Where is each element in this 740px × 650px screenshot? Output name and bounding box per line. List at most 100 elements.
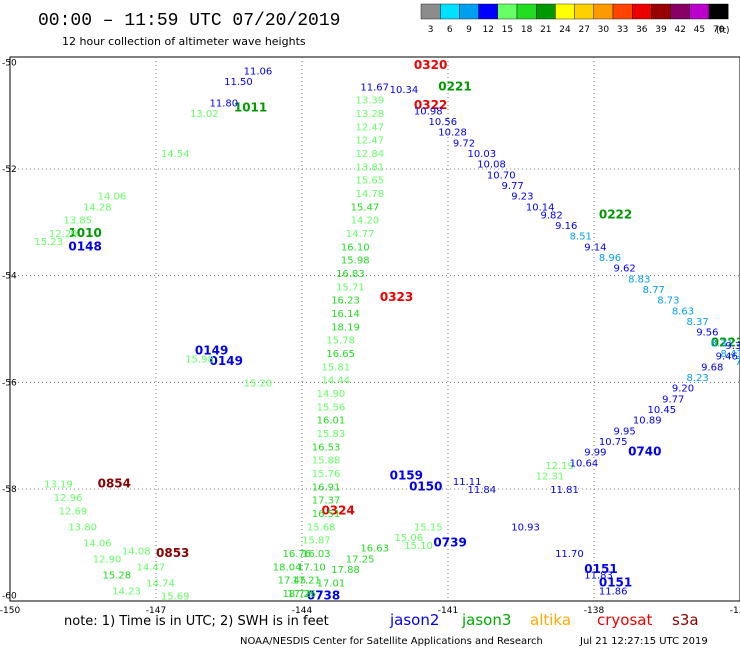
wave-height-label: 12.31 bbox=[536, 472, 565, 483]
wave-height-label: 14.90 bbox=[317, 389, 346, 400]
wave-height-label: 12.47 bbox=[356, 136, 385, 147]
wave-height-label: 16.91 bbox=[312, 482, 341, 493]
wave-height-label: 15.28 bbox=[102, 570, 131, 581]
wave-height-label: 9.77 bbox=[502, 181, 524, 192]
wave-height-label: 12.96 bbox=[54, 493, 83, 504]
x-tick-label: -141 bbox=[438, 606, 458, 616]
track-time-label: 0221 bbox=[438, 79, 471, 93]
wave-height-label: 18.19 bbox=[331, 322, 360, 333]
track-time-label: 0159 bbox=[390, 469, 423, 483]
wave-height-label: 13.80 bbox=[68, 522, 97, 533]
wave-height-label: 17.21 bbox=[292, 576, 321, 587]
wave-height-label: 15.81 bbox=[321, 362, 350, 373]
track-time-label: 0150 bbox=[409, 479, 442, 493]
track-time-label: 0854 bbox=[98, 477, 131, 491]
wave-height-label: 10.14 bbox=[526, 202, 555, 213]
wave-height-label: 16.65 bbox=[326, 349, 355, 360]
wave-height-label: 16.10 bbox=[341, 242, 370, 253]
track-time-label: 1010 bbox=[68, 226, 101, 240]
wave-height-label: 8.37 bbox=[686, 317, 708, 328]
wave-height-label: 10.93 bbox=[511, 522, 540, 533]
wave-height-label: 14.06 bbox=[98, 192, 127, 203]
satellite-name: s3a bbox=[672, 611, 699, 629]
track-time-label: 0738 bbox=[307, 589, 340, 603]
wave-height-label: 14.74 bbox=[146, 578, 175, 589]
legend-bin-label: 3 bbox=[428, 25, 434, 35]
wave-height-label: 15.06 bbox=[394, 533, 423, 544]
wave-height-label: 16.53 bbox=[312, 442, 341, 453]
wave-height-label: 14.20 bbox=[351, 216, 380, 227]
track-time-label: 0149 bbox=[210, 354, 243, 368]
wave-height-label: 10.08 bbox=[477, 160, 506, 171]
track-time-label: 0222 bbox=[599, 207, 632, 221]
wave-height-label: 9.20 bbox=[672, 384, 694, 395]
track-time-label: 0151 bbox=[599, 575, 632, 589]
wave-height-label: 10.28 bbox=[438, 128, 467, 139]
wave-height-label: 15.83 bbox=[317, 429, 346, 440]
legend-swatch bbox=[478, 3, 499, 20]
legend-unit: (ft) bbox=[716, 26, 730, 36]
wave-height-label: 9.56 bbox=[696, 328, 718, 339]
wave-height-label: 16.51 bbox=[312, 509, 341, 520]
legend-swatch bbox=[555, 3, 575, 20]
track-time-label: 0324 bbox=[321, 503, 354, 517]
legend-bin-label: 45 bbox=[694, 25, 705, 35]
wave-height-label: 12.47 bbox=[356, 122, 385, 133]
wave-height-label: 15.47 bbox=[351, 202, 380, 213]
wave-height-label: 15.56 bbox=[317, 402, 346, 413]
wave-height-label: 9.99 bbox=[584, 448, 606, 459]
wave-height-label: 16.01 bbox=[317, 416, 346, 427]
wave-height-label: 9.72 bbox=[453, 138, 475, 149]
legend-swatch bbox=[612, 3, 633, 20]
legend-bin-label: 33 bbox=[617, 25, 628, 35]
wave-height-label: 9.68 bbox=[701, 362, 723, 373]
wave-height-label: 16.23 bbox=[331, 296, 360, 307]
wave-height-label: 14.08 bbox=[122, 546, 151, 557]
axis-ticks: -150 -147 -144 -141 -138 -135 -50 -52 -54 -56 -58 -… bbox=[0, 58, 740, 616]
legend-swatch bbox=[536, 3, 556, 20]
x-tick-label: -135 bbox=[730, 606, 740, 616]
satellite-name: altika bbox=[530, 611, 571, 629]
y-tick-label: -56 bbox=[2, 378, 17, 388]
legend-swatch bbox=[689, 3, 710, 20]
wave-height-label: 17.26 bbox=[287, 589, 316, 600]
legend-bin-label: 18 bbox=[521, 25, 533, 35]
wave-height-label: 11.86 bbox=[599, 586, 628, 597]
wave-height-label: 14.28 bbox=[83, 202, 112, 213]
track-time-label: 0740 bbox=[628, 445, 661, 459]
wave-height-label: 12.69 bbox=[59, 506, 88, 517]
legend-swatch bbox=[708, 3, 729, 20]
wave-height-label: 16.76 bbox=[283, 549, 312, 560]
legend: 3 6 9 12 15 18 21 24 27 30 33 36 39 42 45 70 bbox=[420, 3, 729, 35]
wave-height-label: 13.85 bbox=[64, 216, 93, 227]
legend-swatch bbox=[516, 3, 537, 20]
y-tick-label: -52 bbox=[2, 165, 17, 175]
wave-height-label: 8.96 bbox=[599, 253, 621, 264]
wave-height-label: 10.34 bbox=[390, 85, 419, 96]
wave-height-label: 15.10 bbox=[404, 541, 433, 552]
wave-height-label: 15.78 bbox=[326, 336, 355, 347]
legend-swatch bbox=[574, 3, 594, 20]
footer-credit: NOAA/NESDIS Center for Satellite Applica… bbox=[240, 636, 543, 647]
wave-height-label: 10.98 bbox=[414, 106, 443, 117]
wave-height-label: 9.23 bbox=[511, 192, 533, 203]
wave-height-label: 13.39 bbox=[356, 96, 385, 107]
legend-swatch bbox=[497, 3, 518, 20]
wave-height-label: 15.98 bbox=[341, 256, 370, 267]
wave-height-label: 11.83 bbox=[584, 570, 613, 581]
wave-height-label: 15.76 bbox=[312, 469, 341, 480]
wave-height-label: 9.46 bbox=[716, 352, 738, 363]
plot-frame bbox=[9, 56, 740, 602]
legend-bin-label: 42 bbox=[674, 25, 685, 35]
wave-height-label: 11.70 bbox=[555, 549, 584, 560]
wave-height-label: 16.83 bbox=[336, 269, 365, 280]
wave-height-label: 9.82 bbox=[540, 210, 562, 221]
wave-height-label: 15.65 bbox=[356, 176, 385, 187]
wave-height-label: 15.98 bbox=[185, 354, 214, 365]
y-tick-label: -54 bbox=[2, 272, 17, 282]
wave-height-label: 14.06 bbox=[83, 538, 112, 549]
wave-height-label: 11.50 bbox=[224, 77, 253, 88]
wave-height-label: 15.88 bbox=[312, 456, 341, 467]
wave-height-label: 15.23 bbox=[34, 237, 63, 248]
